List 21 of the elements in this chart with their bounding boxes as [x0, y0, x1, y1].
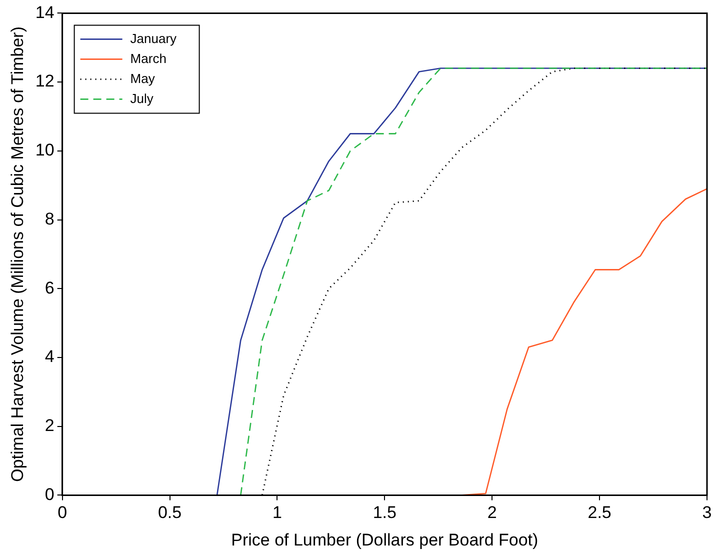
y-tick-label: 0	[44, 484, 54, 504]
y-tick-label: 10	[35, 140, 54, 160]
legend-label: March	[130, 50, 166, 66]
legend-label: January	[130, 30, 178, 46]
y-tick-label: 12	[35, 72, 54, 91]
x-tick-label: 3	[702, 503, 712, 522]
y-tick-label: 6	[44, 278, 54, 298]
x-tick-label: 2.5	[588, 503, 612, 522]
x-tick-label: 1	[272, 503, 282, 522]
y-tick-label: 14	[35, 2, 54, 22]
y-tick-label: 8	[44, 209, 54, 228]
legend-label: May	[130, 70, 156, 86]
x-tick-label: 0	[58, 503, 68, 522]
x-tick-label: 0.5	[158, 503, 182, 522]
y-tick-label: 2	[44, 416, 54, 436]
x-tick-label: 1.5	[372, 503, 396, 522]
y-tick-label: 4	[44, 347, 54, 366]
y-axis-title: Optimal Harvest Volume (Millions of Cubic Metres of Timber)	[8, 26, 27, 482]
x-axis-title: Price of Lumber (Dollars per Board Foot)	[231, 530, 538, 550]
x-tick-label: 2	[487, 503, 497, 522]
legend-label: July	[130, 90, 154, 106]
